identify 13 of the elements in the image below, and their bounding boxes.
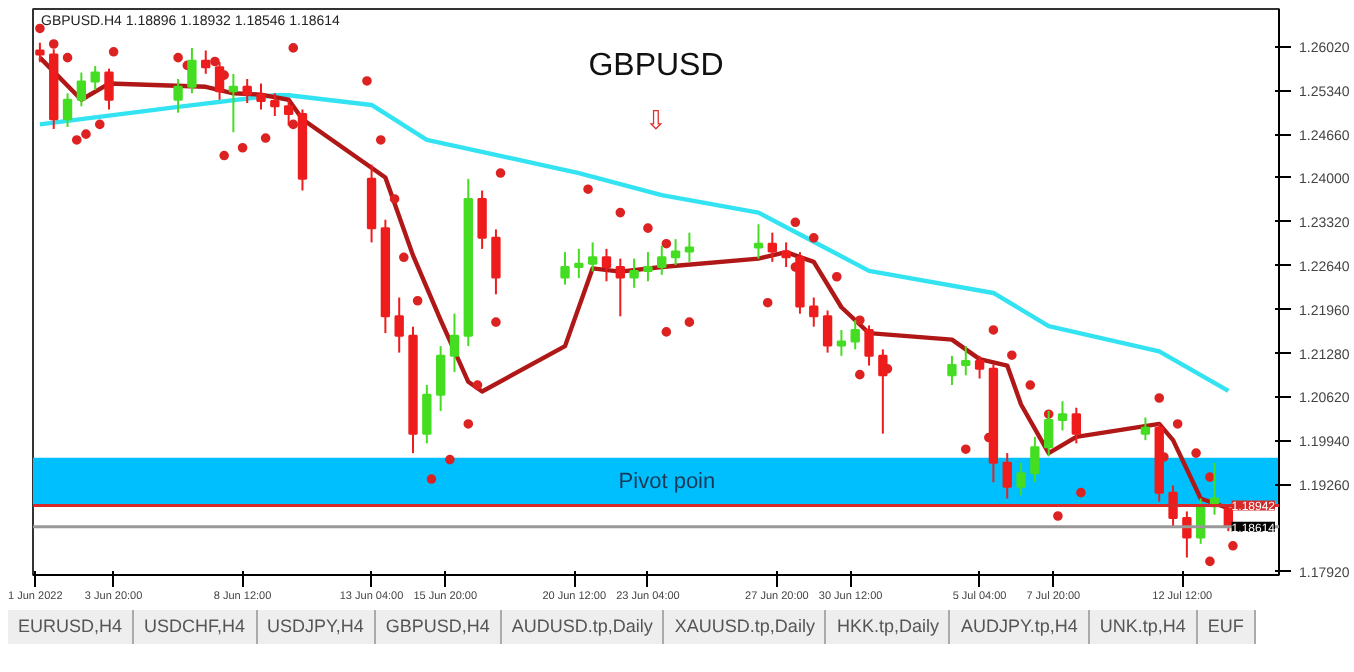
band-label: Pivot poin: [618, 469, 716, 494]
text: EUF: [1197, 610, 1256, 644]
text: HKK.tp,Daily: [826, 610, 951, 644]
text: AUDUSD.tp,Daily: [501, 610, 665, 644]
annotation: ⇩: [645, 107, 667, 138]
text: USDJPY,H4: [257, 610, 376, 644]
text: AUDJPY.tp,H4: [950, 610, 1090, 644]
text: GBPUSD,H4: [375, 610, 502, 644]
text: XAUUSD.tp,Daily: [664, 610, 827, 644]
text: USDCHF,H4: [134, 610, 258, 644]
text: UNK.tp,H4: [1089, 610, 1198, 644]
text: GBPUSD: [588, 48, 724, 83]
text: EURUSD,H4: [8, 610, 135, 644]
